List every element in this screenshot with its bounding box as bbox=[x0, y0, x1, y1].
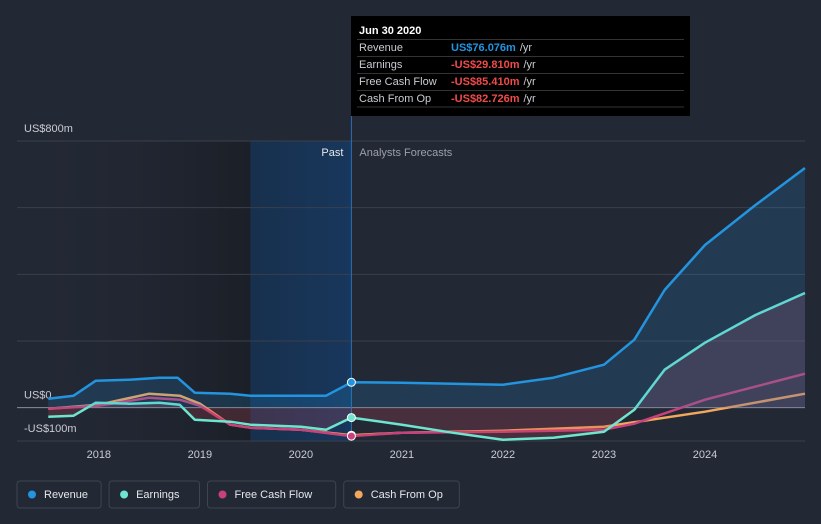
series-line bbox=[48, 166, 806, 400]
tooltip-value: -US$85.410m/yr bbox=[451, 76, 536, 88]
legend-label[interactable]: Earnings bbox=[136, 489, 180, 501]
legend-item[interactable]: Free Cash Flow bbox=[207, 480, 337, 509]
legend-swatch bbox=[28, 490, 36, 499]
tooltip-unit: /yr bbox=[524, 93, 537, 105]
legend-label[interactable]: Cash From Op bbox=[371, 489, 443, 501]
tooltip-number: US$76.076m bbox=[451, 42, 516, 54]
forecast-label: Analysts Forecasts bbox=[359, 147, 452, 159]
legend-item[interactable]: Earnings bbox=[108, 480, 200, 509]
x-tick-label: 2020 bbox=[289, 449, 313, 461]
tooltip-label: Free Cash Flow bbox=[359, 76, 437, 88]
tooltip-box bbox=[351, 16, 690, 116]
background-layer: US$800m US$0 -US$100m 2018 2019 2020 2021 2022 2… bbox=[17, 116, 805, 461]
tooltip-number: -US$29.810m bbox=[451, 59, 520, 71]
area-fill bbox=[48, 293, 806, 440]
legend-button[interactable] bbox=[207, 480, 337, 509]
point-marker bbox=[346, 377, 356, 387]
legend: Revenue Earnings Free Cash Flow Cash From O… bbox=[16, 480, 460, 509]
x-tick-label: 2021 bbox=[390, 449, 414, 461]
x-tick-label: 2018 bbox=[87, 449, 111, 461]
past-label: Past bbox=[321, 147, 343, 159]
series-line bbox=[48, 291, 806, 441]
x-tick-label: 2022 bbox=[491, 449, 515, 461]
tooltip-label: Revenue bbox=[359, 42, 403, 54]
x-tick-label: 2023 bbox=[592, 449, 616, 461]
tooltip-title: Jun 30 2020 bbox=[359, 25, 421, 37]
y-tick-label: US$0 bbox=[24, 390, 52, 402]
area-fill bbox=[48, 168, 806, 408]
tooltip-unit: /yr bbox=[524, 76, 537, 88]
legend-label[interactable]: Revenue bbox=[44, 489, 88, 501]
tooltip-number: -US$85.410m bbox=[451, 76, 520, 88]
legend-swatch bbox=[120, 490, 129, 499]
past-shade bbox=[17, 141, 251, 441]
x-tick-label: 2024 bbox=[693, 449, 717, 461]
legend-label[interactable]: Free Cash Flow bbox=[235, 489, 313, 501]
series-line bbox=[48, 372, 806, 438]
legend-swatch bbox=[354, 490, 363, 499]
tooltip-unit: /yr bbox=[520, 42, 533, 54]
legend-swatch bbox=[218, 490, 227, 499]
tooltip-unit: /yr bbox=[524, 59, 537, 71]
tooltip-number: -US$82.726m bbox=[451, 93, 520, 105]
tooltip-value: -US$29.810m/yr bbox=[451, 59, 536, 71]
legend-button[interactable] bbox=[16, 480, 102, 509]
y-tick-label: -US$100m bbox=[24, 423, 77, 435]
legend-item[interactable]: Revenue bbox=[16, 480, 102, 509]
tooltip-label: Cash From Op bbox=[359, 93, 431, 105]
point-marker bbox=[346, 413, 356, 423]
tooltip-label: Earnings bbox=[359, 59, 403, 71]
y-tick-label: US$800m bbox=[24, 123, 73, 135]
x-tick-label: 2019 bbox=[188, 449, 212, 461]
tooltip: Jun 30 2020 Revenue US$76.076m/yr Earnings -… bbox=[351, 16, 690, 116]
legend-item[interactable]: Cash From Op bbox=[343, 480, 460, 509]
tooltip-value: -US$82.726m/yr bbox=[451, 93, 536, 105]
legend-button[interactable] bbox=[108, 480, 200, 509]
plot-layer bbox=[48, 166, 806, 441]
point-marker bbox=[346, 431, 356, 441]
tooltip-value: US$76.076m/yr bbox=[451, 42, 532, 54]
legend-button[interactable] bbox=[343, 480, 460, 509]
